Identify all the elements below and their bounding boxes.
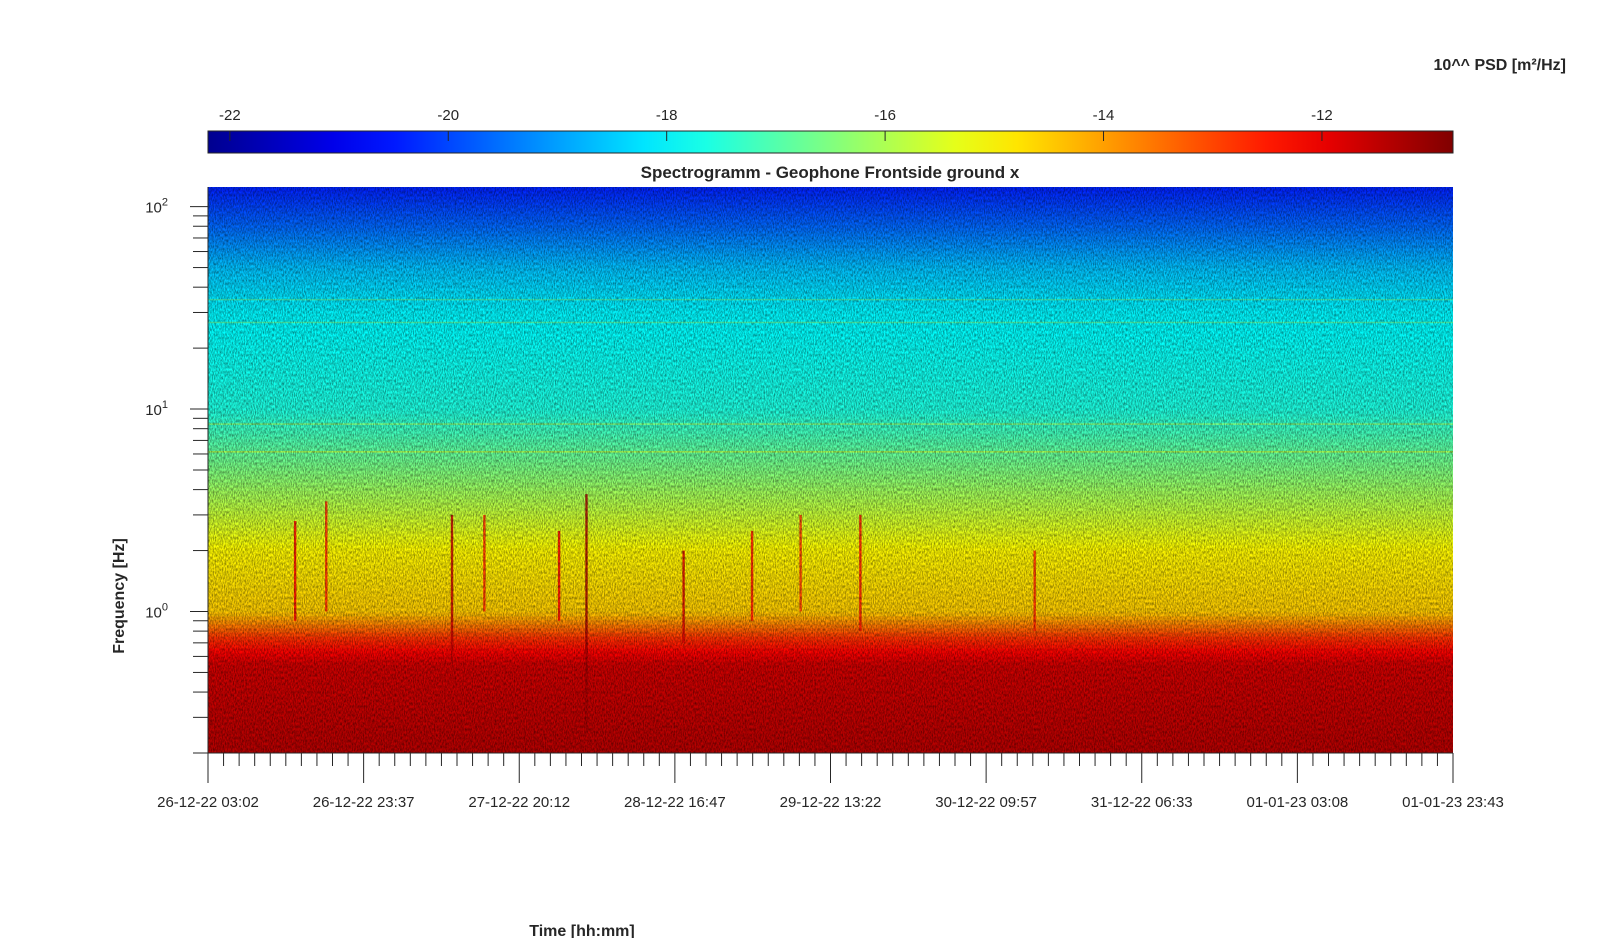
x-tick-label: 26-12-22 23:37 [313,794,415,811]
chart-title: Spectrogramm - Geophone Frontside ground… [641,163,1020,182]
y-tick-label: 100 [145,602,168,622]
x-ticks: 26-12-22 03:02 26-12-22 23:37 27-12-22 20:… [157,753,1504,811]
y-axis-label: Frequency [Hz] [111,538,128,654]
y-tick-exponent: 0 [162,602,168,614]
colorbar-tick-label: -14 [1093,107,1115,124]
x-tick-label: 01-01-23 03:08 [1247,794,1349,811]
colorbar-tick-label: -22 [219,107,241,124]
colorbar: -22 -20 -18 -16 -14 -12 10^^ PSD [m²/Hz] [207,57,1566,154]
colorbar-tick-label: -16 [874,107,896,124]
y-tick-exponent: 2 [162,197,168,209]
x-tick-label: 01-01-23 23:43 [1402,794,1504,811]
colorbar-tick-label: -18 [656,107,678,124]
colorbar-tick-label: -12 [1311,107,1333,124]
y-tick-label: 101 [145,399,168,419]
x-axis: 26-12-22 03:02 26-12-22 23:37 27-12-22 20:… [157,752,1504,811]
x-tick-label: 31-12-22 06:33 [1091,794,1193,811]
x-tick-label: 30-12-22 09:57 [935,794,1037,811]
x-tick-label: 28-12-22 16:47 [624,794,726,811]
y-tick-base: 10 [145,605,162,622]
y-tick-exponent: 1 [162,399,168,411]
x-tick-label: 27-12-22 20:12 [468,794,570,811]
plot-area [208,187,1453,753]
y-tick-label: 102 [145,197,168,217]
colorbar-strip [207,130,1454,154]
y-tick-base: 10 [145,402,162,419]
heatmap-noise [208,187,1453,753]
colorbar-tick-label: -20 [437,107,459,124]
colorbar-label: 10^^ PSD [m²/Hz] [1434,57,1566,74]
colorbar-ticks: -22 -20 -18 -16 -14 -12 [219,107,1333,141]
x-tick-label: 29-12-22 13:22 [780,794,882,811]
x-axis-label: Time [hh:mm] [529,923,634,938]
x-tick-label: 26-12-22 03:02 [157,794,259,811]
y-tick-base: 10 [145,200,162,217]
